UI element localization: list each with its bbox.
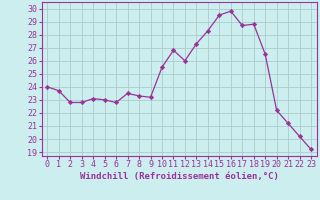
X-axis label: Windchill (Refroidissement éolien,°C): Windchill (Refroidissement éolien,°C) bbox=[80, 172, 279, 181]
